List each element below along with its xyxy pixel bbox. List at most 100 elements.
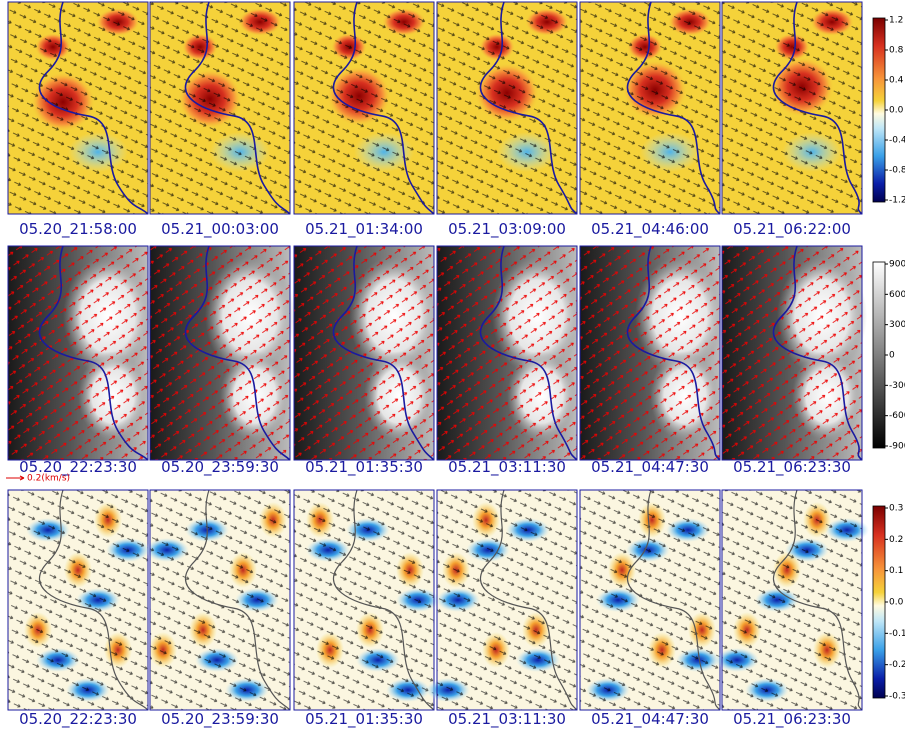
colorbar-tick-label: -0.1: [889, 629, 905, 639]
wind-vectors: [8, 490, 148, 710]
colorbar-tick-label: 900: [889, 260, 905, 270]
map-panel: [426, 489, 578, 711]
panel-time-label: 05.20_22:23:30: [19, 710, 137, 729]
panel-time-label: 05.20_23:59:30: [161, 458, 279, 477]
panel-frame: [721, 245, 863, 461]
panel-frame: [149, 489, 291, 711]
map-panel: [7, 1, 149, 215]
map-panel: [293, 489, 440, 711]
panel-time-label: 05.20_23:59:30: [161, 710, 279, 729]
wind-vectors: [8, 246, 148, 460]
map-panel: [436, 1, 578, 215]
coastline: [333, 489, 435, 711]
coastline: [626, 245, 721, 461]
map-panel: [149, 245, 295, 461]
panel-frame: [293, 245, 435, 461]
panel-time-label: 05.21_04:47:30: [591, 458, 709, 477]
coastline: [480, 489, 578, 711]
panel-time-label: 05.21_01:35:30: [305, 710, 423, 729]
panel-frame: [7, 489, 149, 711]
panel-time-label: 05.21_03:11:30: [448, 710, 566, 729]
vector-scale-label: 0.2(km/s): [27, 474, 70, 484]
colorbar-tick-label: -300: [889, 381, 905, 391]
map-panel: [721, 1, 863, 215]
scale-arrow-head: [19, 475, 25, 481]
panel-time-label: 05.21_01:35:30: [305, 458, 423, 477]
panel-time-label: 05.21_01:34:00: [305, 220, 423, 239]
map-panel: [579, 489, 721, 711]
panel-time-label: 05.21_04:47:30: [591, 710, 709, 729]
coastline: [772, 245, 863, 461]
coastline: [479, 1, 578, 215]
colorbar-tick-label: 600: [889, 290, 905, 300]
wind-vectors: [580, 490, 720, 710]
wind-vectors: [294, 490, 434, 710]
coastline: [184, 1, 291, 215]
colorbar: [872, 17, 886, 203]
coastline: [332, 245, 435, 461]
wind-vectors: [8, 2, 148, 214]
wind-vectors: [437, 490, 577, 710]
panel-frame: [436, 245, 578, 461]
wind-vectors: [437, 246, 577, 460]
panel-time-label: 05.20_21:58:00: [19, 220, 137, 239]
colorbar-tick-label: -0.2: [889, 660, 905, 670]
colorbar: [872, 261, 886, 449]
coastline: [185, 489, 291, 711]
map-panel: [436, 245, 582, 461]
map-panel: [579, 245, 725, 461]
map-panel: [145, 489, 291, 711]
map-panel: [149, 1, 291, 215]
coastline: [772, 1, 863, 215]
wind-vectors: [150, 246, 290, 460]
panel-frame: [579, 245, 721, 461]
panel-time-label: 05.21_06:23:30: [733, 710, 851, 729]
colorbar-tick-label: -600: [889, 411, 905, 421]
coastline: [626, 1, 721, 215]
panel-frame: [7, 1, 149, 215]
colorbar-tick-label: -0.3: [889, 692, 905, 702]
map-panel: [579, 1, 721, 215]
coastline: [39, 489, 149, 711]
colorbar-tick-label: 0.4: [889, 76, 904, 86]
panel-frame: [579, 489, 721, 711]
panel-frame: [149, 245, 291, 461]
panel-frame: [293, 1, 435, 215]
coastline: [479, 245, 578, 461]
wind-vectors: [150, 490, 290, 710]
map-panel: [7, 489, 150, 711]
map-panel: [293, 1, 435, 215]
wind-vectors: [580, 2, 720, 214]
colorbar-tick-label: -1.2: [889, 196, 905, 206]
panel-time-label: 05.21_06:22:00: [733, 220, 851, 239]
panel-frame: [579, 1, 721, 215]
colorbar-tick-label: 0.3: [889, 504, 903, 514]
panel-time-label: 05.21_03:11:30: [448, 458, 566, 477]
colorbar-tick-label: 0.1: [889, 566, 903, 576]
colorbar-tick-label: -0.8: [889, 166, 905, 176]
panel-frame: [7, 245, 149, 461]
panel-time-label: 05.21_03:09:00: [448, 220, 566, 239]
coastline: [773, 489, 863, 711]
coastline: [627, 489, 721, 711]
panel-frame: [149, 1, 291, 215]
colorbar: [872, 505, 886, 699]
panel-time-label: 05.21_06:23:30: [733, 458, 851, 477]
colorbar-tick-label: -900: [889, 442, 905, 452]
panel-time-label: 05.21_00:03:00: [161, 220, 279, 239]
coastline: [184, 245, 291, 461]
panel-time-label: 05.21_04:46:00: [591, 220, 709, 239]
wind-vectors: [294, 2, 434, 214]
panel-frame: [436, 489, 578, 711]
colorbar-tick-label: 1.2: [889, 16, 903, 26]
wind-vectors: [580, 246, 720, 460]
panel-time-label: 05.20_22:23:30: [19, 458, 137, 477]
coastline: [38, 1, 149, 215]
coastline: [332, 1, 435, 215]
panel-frame: [293, 489, 435, 711]
map-panel: [293, 245, 439, 461]
wind-vectors: [150, 2, 290, 214]
panel-frame: [721, 489, 863, 711]
map-panel: [721, 245, 867, 461]
